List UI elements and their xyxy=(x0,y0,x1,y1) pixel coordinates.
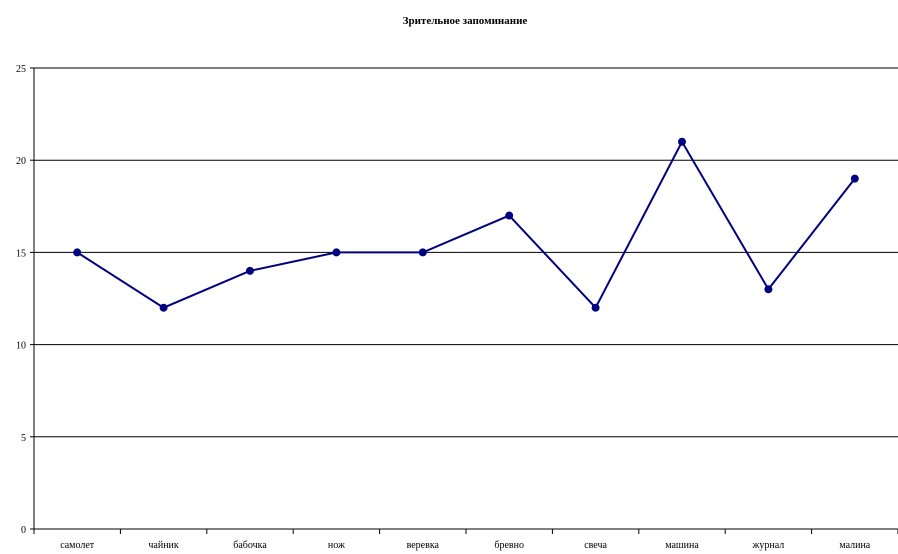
y-tick-label: 25 xyxy=(16,64,26,75)
y-tick-label: 10 xyxy=(16,341,26,352)
x-tick-label: машина xyxy=(665,540,699,551)
gridlines xyxy=(34,67,898,438)
data-point xyxy=(764,285,773,294)
axes xyxy=(30,67,898,534)
x-tick-label: малина xyxy=(839,540,870,551)
data-point xyxy=(850,174,859,183)
data-point xyxy=(246,266,254,275)
x-tick-label: нож xyxy=(328,540,345,551)
data-point xyxy=(418,248,427,257)
x-tick-label: бабочка xyxy=(233,540,267,551)
x-tick-label: самолет xyxy=(60,540,95,551)
tick-labels: 0 5 10 15 20 25 самолет чайник бабочка нож веревка… xyxy=(16,64,871,551)
y-tick-label: 5 xyxy=(21,433,26,444)
data-point xyxy=(505,211,514,220)
data-point xyxy=(678,137,686,146)
data-point xyxy=(332,248,341,257)
series-line-0 xyxy=(76,139,856,310)
x-tick-label: веревка xyxy=(407,540,440,551)
y-tick-label: 20 xyxy=(16,156,26,167)
y-tick-label: 15 xyxy=(16,248,26,259)
x-tick-label: журнал xyxy=(752,540,785,551)
data-point xyxy=(159,303,168,312)
x-tick-label: чайник xyxy=(148,540,179,551)
series xyxy=(73,137,859,312)
data-point xyxy=(591,303,600,312)
chart-title: Зрительное запоминание xyxy=(402,15,528,27)
data-point xyxy=(73,248,82,257)
y-tick-label: 0 xyxy=(21,525,26,536)
x-tick-label: свеча xyxy=(584,540,607,551)
x-tick-label: бревно xyxy=(494,540,524,551)
